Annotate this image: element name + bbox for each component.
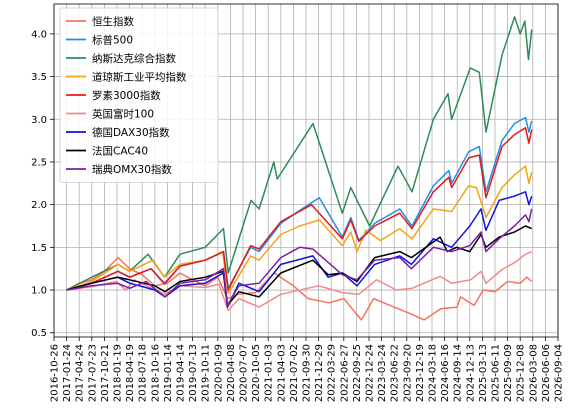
y-tick-label: 1.0 — [31, 286, 47, 297]
series-line-8 — [66, 208, 533, 307]
x-tick-label: 2018-10-16 — [150, 344, 161, 402]
x-tick-label: 2019-01-14 — [163, 344, 174, 402]
x-tick-label: 2021-09-30 — [302, 344, 313, 402]
x-axis-ticks: 2016-10-26 2017-01-24 2017-04-24 2017-07-23… — [50, 337, 565, 402]
x-tick-label: 2025-09-09 — [503, 344, 514, 402]
x-tick-label: 2021-01-03 — [264, 344, 275, 402]
x-tick-label: 2026-09-04 — [554, 344, 565, 402]
y-tick-label: 3.0 — [31, 115, 47, 126]
series-lines — [66, 16, 533, 321]
legend-label: 法国CAC40 — [92, 145, 148, 158]
x-tick-label: 2021-07-02 — [289, 344, 300, 402]
x-tick-label: 2021-04-03 — [276, 344, 287, 402]
x-tick-label: 2020-10-05 — [251, 344, 262, 402]
legend-label: 德国DAX30指数 — [92, 126, 170, 139]
legend-label: 标普500 — [92, 34, 133, 47]
y-tick-label: 3.5 — [31, 72, 47, 83]
x-tick-label: 2025-06-11 — [491, 344, 502, 402]
x-tick-label: 2018-01-19 — [113, 344, 124, 402]
x-tick-label: 2019-10-11 — [201, 344, 212, 402]
x-tick-label: 2018-04-19 — [125, 344, 136, 402]
legend-label: 道琼斯工业平均指数 — [92, 71, 187, 84]
x-tick-label: 2020-07-07 — [239, 344, 250, 402]
x-tick-label: 2022-06-27 — [339, 344, 350, 402]
series-line-3 — [66, 165, 533, 295]
x-tick-label: 2022-09-25 — [352, 344, 363, 402]
x-tick-label: 2018-07-18 — [138, 344, 149, 402]
x-tick-label: 2024-12-13 — [465, 344, 476, 402]
x-tick-label: 2025-03-13 — [478, 344, 489, 402]
x-tick-label: 2017-01-24 — [62, 344, 73, 402]
legend-box — [59, 7, 219, 183]
legend-label: 纳斯达克综合指数 — [92, 52, 176, 65]
y-axis-ticks: 0.5 1.0 1.5 2.0 2.5 3.0 3.5 4.0 — [31, 29, 54, 339]
legend-label: 恒生指数 — [92, 15, 134, 28]
x-tick-label: 2021-12-29 — [314, 344, 325, 402]
x-tick-label: 2023-09-20 — [402, 344, 413, 402]
legend-label: 罗素3000指数 — [92, 89, 161, 102]
y-tick-label: 2.5 — [31, 157, 47, 168]
legend-label: 瑞典OMX30指数 — [92, 163, 172, 176]
x-tick-label: 2022-03-29 — [327, 344, 338, 402]
x-tick-label: 2020-01-09 — [213, 344, 224, 402]
x-tick-label: 2023-03-24 — [377, 344, 388, 402]
x-tick-label: 2024-03-18 — [428, 344, 439, 402]
y-tick-label: 4.0 — [31, 29, 47, 40]
x-tick-label: 2023-06-22 — [390, 344, 401, 402]
x-tick-label: 2025-12-08 — [516, 344, 527, 402]
y-tick-label: 0.5 — [31, 328, 47, 339]
x-tick-label: 2016-10-26 — [50, 344, 61, 402]
legend-label: 英国富时100 — [92, 108, 154, 121]
x-tick-label: 2017-07-23 — [87, 344, 98, 402]
x-tick-label: 2026-03-08 — [528, 344, 539, 402]
x-tick-label: 2019-04-14 — [176, 344, 187, 402]
y-tick-label: 2.0 — [31, 200, 47, 211]
x-tick-label: 2024-09-14 — [453, 344, 464, 402]
x-tick-label: 2017-10-21 — [100, 344, 111, 402]
series-line-5 — [66, 250, 532, 312]
x-tick-label: 2023-12-19 — [415, 344, 426, 402]
x-tick-label: 2017-04-24 — [75, 344, 86, 402]
x-tick-label: 2022-12-24 — [365, 344, 376, 402]
x-tick-label: 2020-04-08 — [226, 344, 237, 402]
series-line-2 — [66, 16, 533, 291]
x-tick-label: 2026-06-06 — [541, 344, 552, 402]
y-tick-label: 1.5 — [31, 243, 47, 254]
series-line-4 — [66, 127, 533, 291]
x-tick-label: 2019-07-13 — [188, 344, 199, 402]
x-tick-label: 2024-06-16 — [440, 344, 451, 402]
